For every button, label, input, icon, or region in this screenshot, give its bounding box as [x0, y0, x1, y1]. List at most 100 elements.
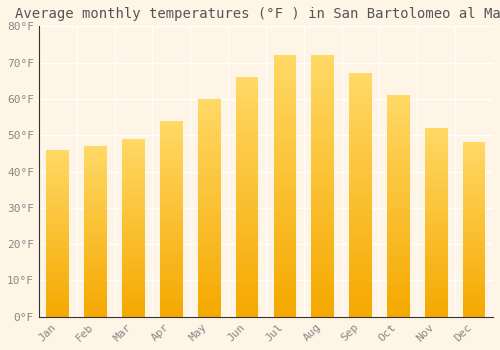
Bar [387, 209, 410, 212]
Bar [349, 83, 372, 86]
Bar [274, 284, 296, 287]
Bar [349, 186, 372, 189]
Bar [46, 227, 69, 229]
Bar [274, 225, 296, 229]
Bar [160, 287, 182, 290]
Bar [463, 164, 485, 167]
Bar [46, 246, 69, 248]
Bar [274, 170, 296, 173]
Bar [198, 194, 220, 197]
Bar [274, 245, 296, 248]
Bar [46, 177, 69, 179]
Bar [387, 292, 410, 295]
Bar [236, 173, 258, 176]
Bar [236, 236, 258, 239]
Bar [236, 299, 258, 302]
Bar [160, 290, 182, 292]
Bar [160, 282, 182, 285]
Bar [84, 264, 107, 266]
Bar [46, 281, 69, 284]
Bar [122, 197, 145, 199]
Bar [46, 265, 69, 267]
Bar [463, 173, 485, 175]
Bar [463, 297, 485, 299]
Bar [236, 152, 258, 155]
Bar [312, 209, 334, 212]
Bar [46, 292, 69, 294]
Bar [387, 192, 410, 195]
Bar [84, 272, 107, 274]
Bar [463, 310, 485, 313]
Bar [349, 183, 372, 186]
Bar [236, 215, 258, 218]
Bar [122, 186, 145, 188]
Bar [122, 284, 145, 286]
Bar [122, 152, 145, 154]
Bar [349, 119, 372, 122]
Bar [425, 279, 448, 281]
Bar [46, 308, 69, 310]
Bar [274, 189, 296, 193]
Bar [160, 194, 182, 197]
Bar [122, 141, 145, 143]
Bar [236, 125, 258, 128]
Bar [312, 72, 334, 75]
Bar [349, 302, 372, 304]
Bar [160, 187, 182, 189]
Bar [425, 256, 448, 258]
Bar [274, 202, 296, 206]
Bar [198, 186, 220, 189]
Bar [349, 210, 372, 214]
Bar [198, 134, 220, 137]
Bar [198, 104, 220, 107]
Bar [463, 304, 485, 306]
Bar [236, 287, 258, 290]
Bar [198, 159, 220, 162]
Bar [160, 211, 182, 214]
Bar [236, 251, 258, 254]
Bar [198, 262, 220, 265]
Bar [274, 186, 296, 189]
Bar [46, 298, 69, 300]
Bar [349, 308, 372, 311]
Bar [122, 181, 145, 183]
Bar [274, 124, 296, 127]
Bar [463, 315, 485, 317]
Bar [349, 174, 372, 177]
Bar [160, 226, 182, 229]
Bar [312, 196, 334, 199]
Bar [84, 281, 107, 283]
Bar [312, 189, 334, 193]
Bar [122, 292, 145, 295]
Bar [387, 259, 410, 261]
Bar [312, 248, 334, 251]
Bar [46, 164, 69, 167]
Bar [463, 167, 485, 169]
Bar [463, 158, 485, 160]
Bar [236, 200, 258, 203]
Bar [198, 268, 220, 271]
Bar [387, 189, 410, 192]
Bar [387, 140, 410, 142]
Bar [463, 186, 485, 188]
Bar [236, 149, 258, 152]
Bar [160, 270, 182, 273]
Bar [387, 242, 410, 245]
Bar [84, 157, 107, 159]
Bar [84, 291, 107, 293]
Bar [312, 219, 334, 222]
Bar [425, 274, 448, 277]
Bar [46, 150, 69, 152]
Bar [463, 282, 485, 284]
Bar [312, 124, 334, 127]
Bar [349, 274, 372, 277]
Bar [160, 192, 182, 194]
Bar [349, 79, 372, 83]
Bar [198, 175, 220, 178]
Bar [274, 147, 296, 150]
Bar [349, 244, 372, 247]
Bar [84, 223, 107, 225]
Bar [425, 147, 448, 149]
Bar [236, 269, 258, 272]
Bar [46, 258, 69, 260]
